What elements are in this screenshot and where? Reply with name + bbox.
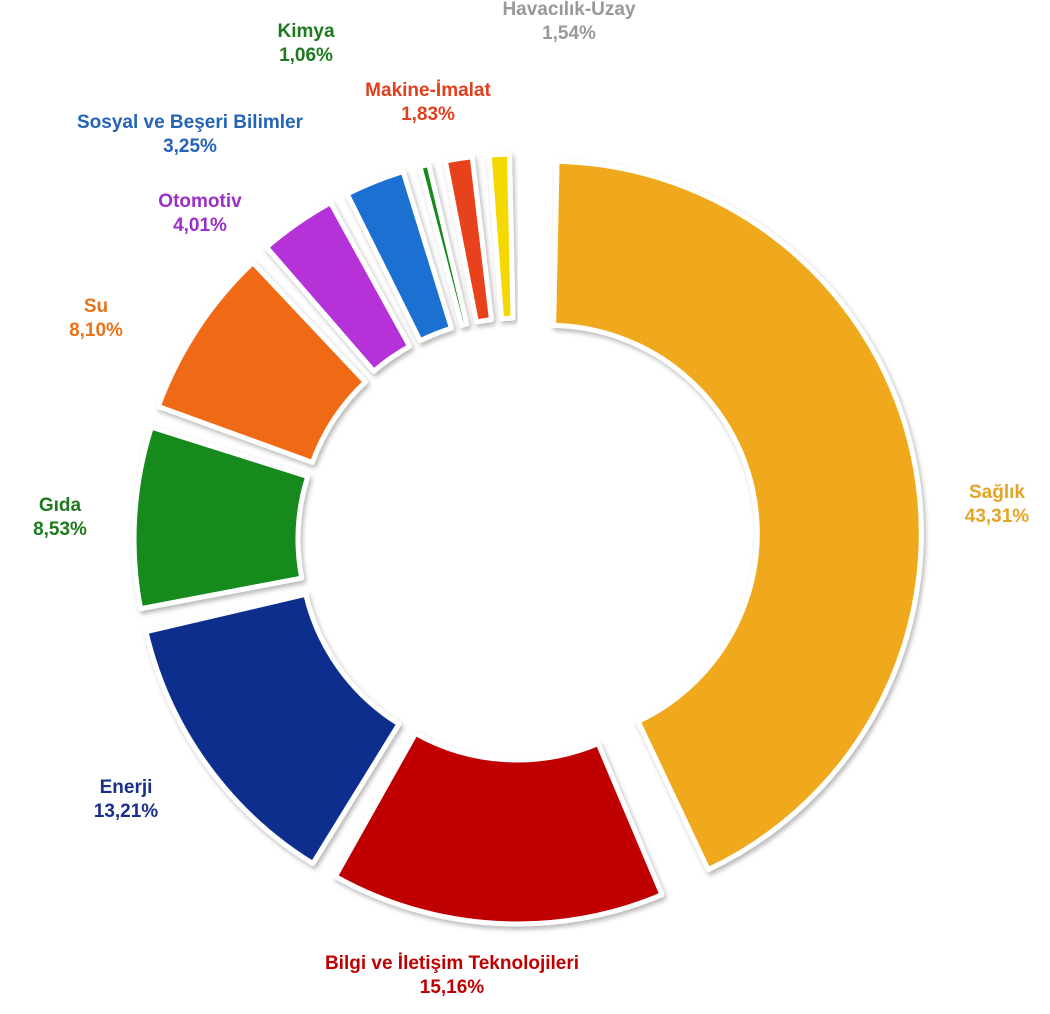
label-value: 3,25% xyxy=(163,136,217,157)
label-value: 4,01% xyxy=(173,215,227,236)
label-name: Otomotiv xyxy=(158,191,242,212)
label-name: Sağlık xyxy=(969,482,1025,503)
slice-bilgi-ve-i-letisim-teknolojileri xyxy=(332,730,665,927)
label-name: Sosyal ve Beşeri Bilimler xyxy=(77,112,304,133)
label-makine-i-malat: Makine-İmalat 1,83% xyxy=(365,80,491,125)
label-value: 43,31% xyxy=(965,506,1030,527)
label-sosyal-ve-beseri-bilimler: Sosyal ve Beşeri Bilimler 3,25% xyxy=(77,112,304,157)
slice-havacilik-uzay xyxy=(486,151,516,322)
label-name: Enerji xyxy=(100,777,153,798)
label-value: 1,06% xyxy=(279,45,333,66)
label-kimya: Kimya 1,06% xyxy=(277,21,334,66)
label-enerji: Enerji 13,21% xyxy=(94,777,159,822)
slice-su xyxy=(155,260,368,465)
label-value: 1,83% xyxy=(401,104,455,125)
label-havacilik-uzay: Havacılık-Uzay 1,54% xyxy=(502,0,636,44)
label-gida: Gıda 8,53% xyxy=(33,495,87,540)
label-saglik: Sağlık 43,31% xyxy=(965,482,1030,527)
label-value: 1,54% xyxy=(542,23,596,44)
label-name: Su xyxy=(84,296,108,317)
slice-enerji xyxy=(143,591,402,867)
label-name: Bilgi ve İletişim Teknolojileri xyxy=(325,953,579,974)
slice-kimya xyxy=(417,161,470,328)
slice-otomotiv xyxy=(264,200,413,374)
slice-sosyal-ve-beseri-bilimler xyxy=(344,169,454,344)
label-bilgi-ve-i-letisim-teknolojileri: Bilgi ve İletişim Teknolojileri 15,16% xyxy=(325,953,579,998)
label-name: Kimya xyxy=(277,21,334,42)
label-su: Su 8,10% xyxy=(69,296,123,341)
label-name: Makine-İmalat xyxy=(365,80,491,101)
label-value: 13,21% xyxy=(94,801,159,822)
label-name: Gıda xyxy=(39,495,82,516)
slices-group xyxy=(131,151,924,927)
slice-saglik xyxy=(551,158,924,873)
labels-group: Sağlık 43,31% Bilgi ve İletişim Teknolojil… xyxy=(33,0,1029,998)
label-value: 8,10% xyxy=(69,320,123,341)
label-otomotiv: Otomotiv 4,01% xyxy=(158,191,242,236)
slice-makine-i-malat xyxy=(442,154,494,325)
label-value: 15,16% xyxy=(420,977,485,998)
label-value: 8,53% xyxy=(33,519,87,540)
label-name: Havacılık-Uzay xyxy=(502,0,636,20)
slice-gida xyxy=(131,424,311,612)
